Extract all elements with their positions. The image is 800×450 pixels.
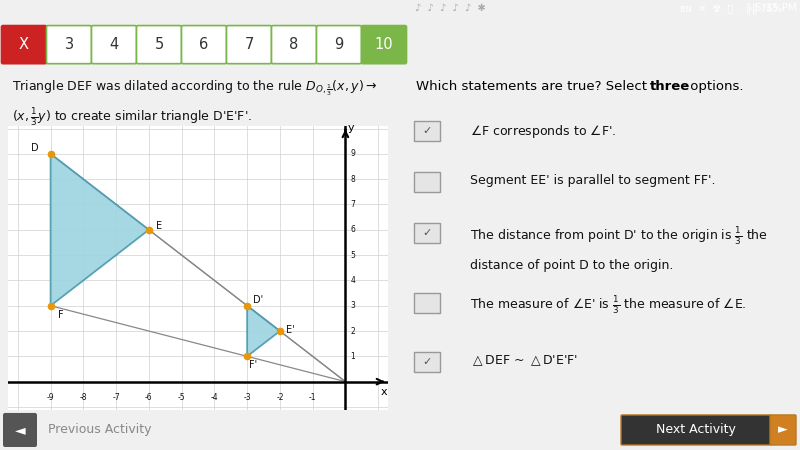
FancyBboxPatch shape <box>317 26 362 64</box>
Text: distance of point D to the origin.: distance of point D to the origin. <box>470 259 674 272</box>
Text: ◄: ◄ <box>14 423 26 437</box>
Text: 5: 5 <box>154 37 164 52</box>
FancyBboxPatch shape <box>414 352 440 373</box>
Text: D': D' <box>253 295 263 305</box>
Text: -7: -7 <box>112 393 120 402</box>
Text: 8: 8 <box>290 37 298 52</box>
Text: 1: 1 <box>350 352 355 361</box>
Text: The distance from point D' to the origin is $\frac{1}{3}$ the: The distance from point D' to the origin… <box>470 225 768 247</box>
Text: 9: 9 <box>334 37 344 52</box>
Text: 6: 6 <box>350 225 355 234</box>
FancyBboxPatch shape <box>271 26 317 64</box>
Text: 9: 9 <box>350 149 355 158</box>
Text: 7: 7 <box>350 200 355 209</box>
Text: -6: -6 <box>145 393 153 402</box>
Text: 3: 3 <box>65 37 74 52</box>
Text: -9: -9 <box>46 393 54 402</box>
FancyBboxPatch shape <box>414 223 440 243</box>
Text: three: three <box>650 81 690 94</box>
Polygon shape <box>50 154 149 306</box>
Text: 2: 2 <box>350 327 355 336</box>
Text: 5:35 PM: 5:35 PM <box>755 3 797 13</box>
Text: Segment EE' is parallel to segment FF'.: Segment EE' is parallel to segment FF'. <box>470 174 715 187</box>
Text: -8: -8 <box>79 393 87 402</box>
Text: ʙɴ  ✕  ☢  ⌚  ..╠╠ 76%: ʙɴ ✕ ☢ ⌚ ..╠╠ 76% <box>680 2 782 14</box>
Text: x: x <box>381 387 387 397</box>
Text: $\angle$F corresponds to $\angle$F'.: $\angle$F corresponds to $\angle$F'. <box>470 123 616 140</box>
Text: 10: 10 <box>374 37 394 52</box>
FancyBboxPatch shape <box>2 26 46 64</box>
Text: D: D <box>31 143 38 153</box>
Text: X: X <box>19 37 29 52</box>
Text: E: E <box>156 221 162 231</box>
Text: y: y <box>348 123 354 133</box>
Text: 4: 4 <box>350 276 355 285</box>
Text: Next Activity: Next Activity <box>656 423 736 436</box>
Text: ✓: ✓ <box>422 357 432 367</box>
FancyBboxPatch shape <box>414 121 440 141</box>
Text: F: F <box>58 310 63 320</box>
Text: $(x, \frac{1}{3}y)$ to create similar triangle D'E'F'.: $(x, \frac{1}{3}y)$ to create similar tr… <box>12 106 252 128</box>
Text: -1: -1 <box>309 393 317 402</box>
Text: ✓: ✓ <box>422 126 432 136</box>
FancyBboxPatch shape <box>414 293 440 313</box>
Text: Previous Activity: Previous Activity <box>48 423 152 436</box>
FancyBboxPatch shape <box>226 26 271 64</box>
FancyBboxPatch shape <box>362 26 406 64</box>
Text: ♪  ♪  ♪  ♪  ♪  ✱: ♪ ♪ ♪ ♪ ♪ ✱ <box>415 3 486 13</box>
FancyBboxPatch shape <box>414 172 440 192</box>
Text: -3: -3 <box>243 393 251 402</box>
FancyBboxPatch shape <box>137 26 182 64</box>
Text: 3: 3 <box>350 301 355 310</box>
Text: 8: 8 <box>350 175 355 184</box>
Text: E': E' <box>286 325 294 335</box>
Text: 5: 5 <box>350 251 355 260</box>
FancyBboxPatch shape <box>91 26 137 64</box>
Text: options.: options. <box>686 81 743 94</box>
Text: Triangle DEF was dilated according to the rule $D_{O,\frac{1}{3}}(x,y) \rightarr: Triangle DEF was dilated according to th… <box>12 79 378 98</box>
Text: 4: 4 <box>110 37 118 52</box>
Text: $\triangle$DEF ~ $\triangle$D'E'F': $\triangle$DEF ~ $\triangle$D'E'F' <box>470 354 578 369</box>
Text: 7: 7 <box>244 37 254 52</box>
Text: Which statements are true? Select: Which statements are true? Select <box>416 81 651 94</box>
Text: -2: -2 <box>276 393 284 402</box>
FancyBboxPatch shape <box>621 415 771 445</box>
Polygon shape <box>247 306 280 356</box>
Text: The measure of $\angle$E' is $\frac{1}{3}$ the measure of $\angle$E.: The measure of $\angle$E' is $\frac{1}{3… <box>470 294 746 316</box>
Text: 6: 6 <box>199 37 209 52</box>
Text: -5: -5 <box>178 393 186 402</box>
FancyBboxPatch shape <box>182 26 226 64</box>
FancyBboxPatch shape <box>770 415 796 445</box>
FancyBboxPatch shape <box>3 413 37 447</box>
Text: F': F' <box>249 360 257 370</box>
FancyBboxPatch shape <box>46 26 91 64</box>
Text: ✓: ✓ <box>422 228 432 238</box>
Text: -4: -4 <box>210 393 218 402</box>
Text: ►: ► <box>778 423 788 436</box>
